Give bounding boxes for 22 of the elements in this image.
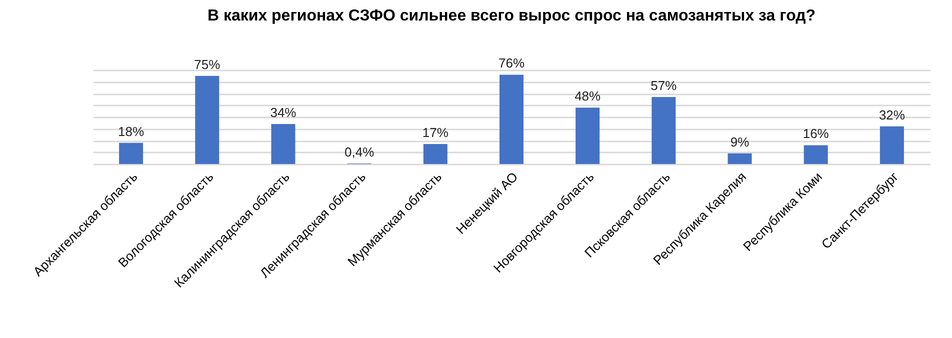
bar <box>652 97 676 164</box>
bar <box>423 144 448 164</box>
data-label: 76% <box>498 56 525 71</box>
data-label: 57% <box>650 78 678 94</box>
bar <box>500 74 524 164</box>
data-label: 16% <box>802 126 830 142</box>
data-label: 34% <box>270 105 297 120</box>
bar <box>119 142 144 164</box>
data-label: 48% <box>574 88 602 104</box>
chart-title: В каких регионах СЗФО сильнее всего вырос спрос на самозанятых за год? <box>207 8 816 25</box>
bar <box>728 153 752 164</box>
data-label: 75% <box>194 56 221 72</box>
data-label: 0,4% <box>344 144 375 160</box>
bar <box>804 145 828 164</box>
bar <box>880 126 904 164</box>
data-label: 9% <box>730 134 750 150</box>
bar <box>271 124 296 164</box>
data-label: 18% <box>118 124 144 139</box>
bar <box>195 76 220 164</box>
data-label: 32% <box>878 107 906 122</box>
bar <box>576 108 600 164</box>
data-label: 17% <box>422 125 449 140</box>
